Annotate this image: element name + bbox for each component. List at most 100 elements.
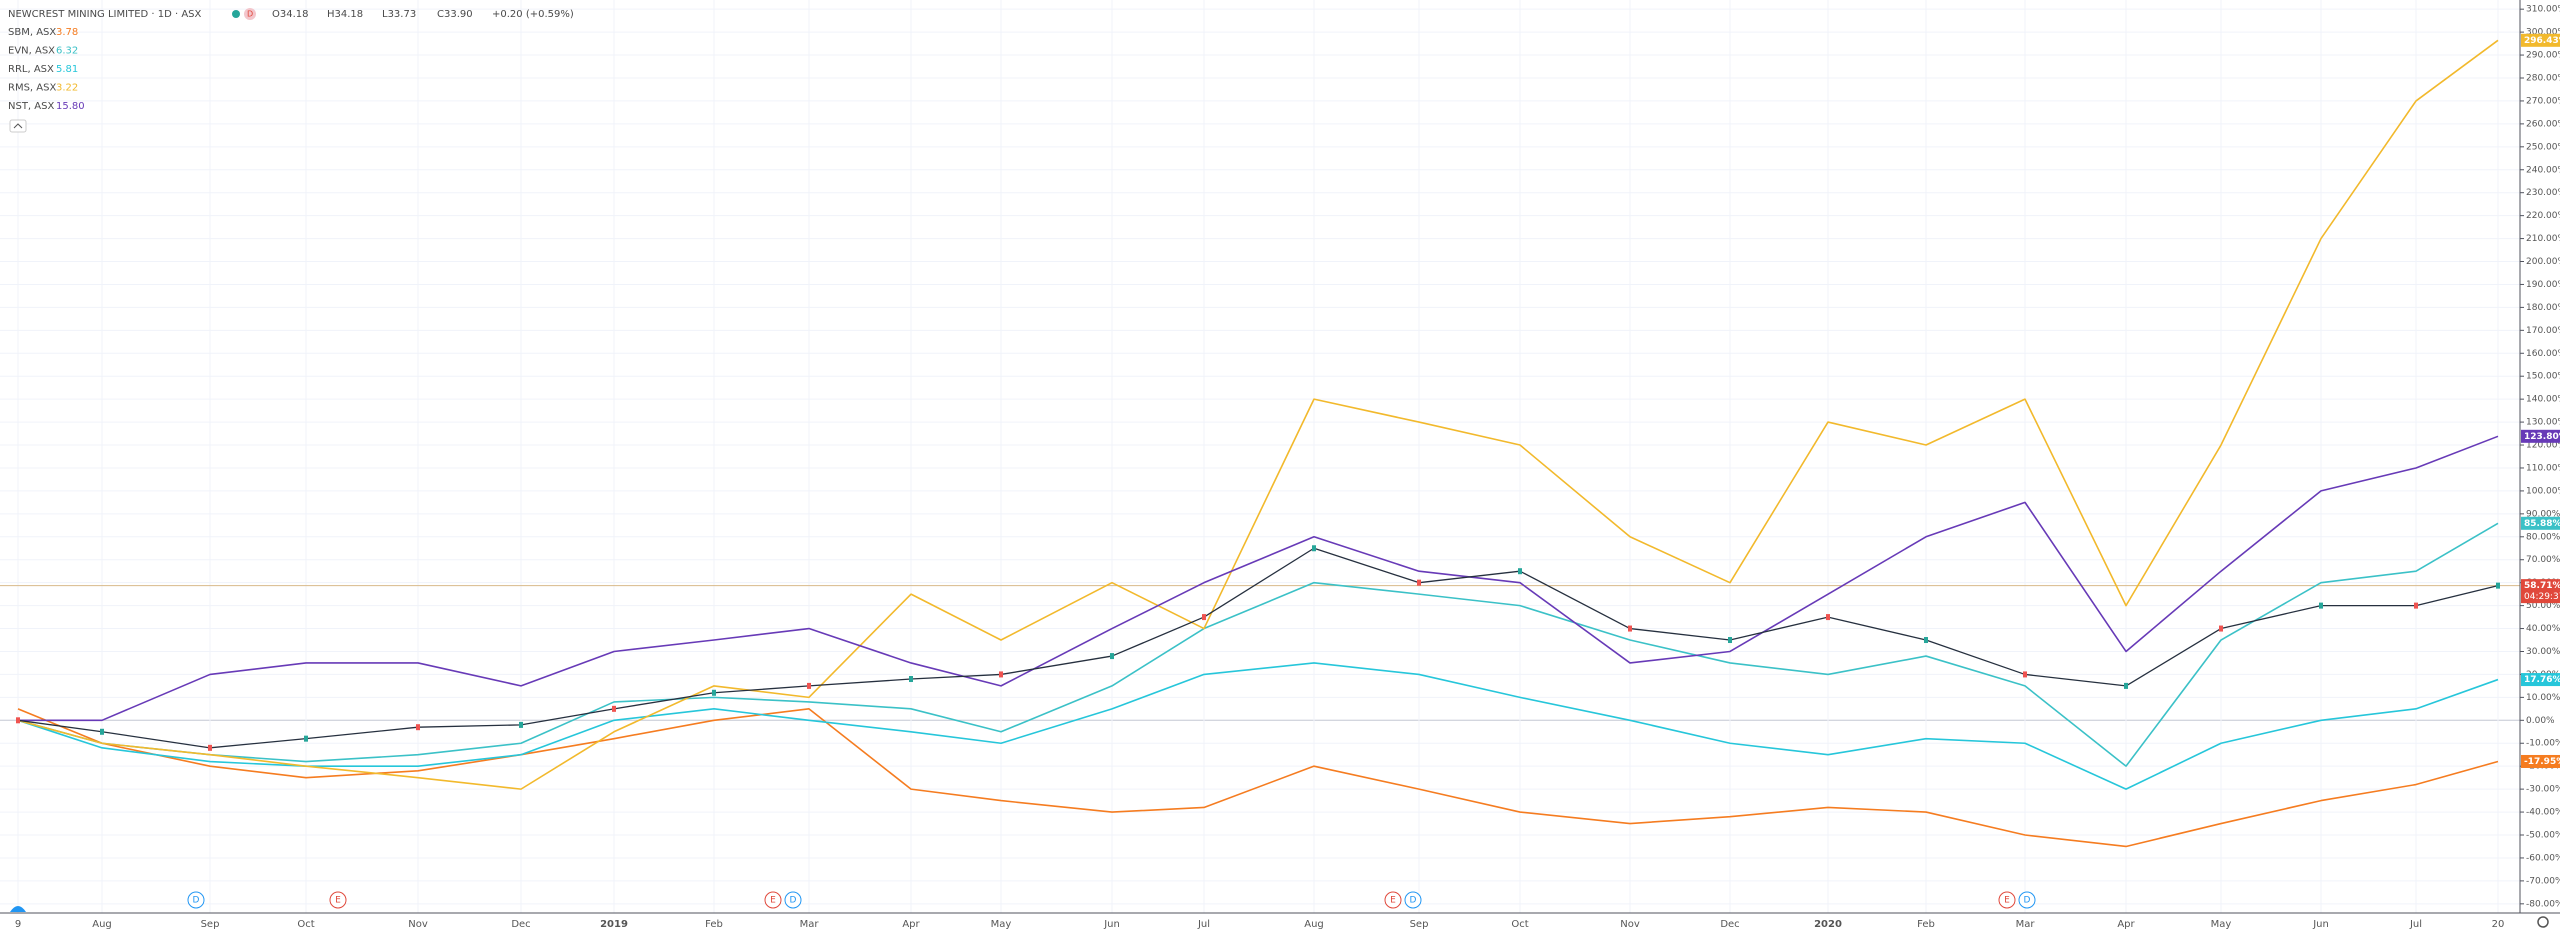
legend-price: 5.81 xyxy=(56,64,78,75)
event-label: E xyxy=(770,896,776,906)
candle xyxy=(2124,682,2128,689)
legend: NEWCREST MINING LIMITED · 1D · ASX D O34… xyxy=(8,8,574,112)
y-tick-label: 310.00% xyxy=(2526,5,2560,15)
candle xyxy=(2219,625,2223,632)
y-tick-label: -10.00% xyxy=(2526,739,2560,749)
event-marker[interactable] xyxy=(2018,891,2036,909)
candle xyxy=(1728,637,1732,644)
y-tick-label: 160.00% xyxy=(2526,349,2560,359)
candle xyxy=(1924,637,1928,644)
last-value-label: -17.95% xyxy=(2524,757,2560,767)
y-tick-label: 210.00% xyxy=(2526,234,2560,244)
y-tick-label: 140.00% xyxy=(2526,395,2560,405)
event-marker[interactable] xyxy=(329,891,347,909)
x-tick-label: Mar xyxy=(2016,919,2036,930)
event-marker[interactable] xyxy=(1404,891,1422,909)
last-value-label: 123.80% xyxy=(2524,432,2560,442)
event-label: E xyxy=(2004,896,2010,906)
y-tick-label: 90.00% xyxy=(2526,509,2560,519)
candle xyxy=(519,721,523,728)
x-tick-label: Feb xyxy=(1917,919,1935,930)
x-tick-label: Jul xyxy=(2409,919,2422,930)
indicator-dot[interactable] xyxy=(232,10,240,18)
candle xyxy=(1826,614,1830,621)
y-tick-label: 10.00% xyxy=(2526,693,2560,703)
y-tick-label: 200.00% xyxy=(2526,257,2560,267)
y-tick-label: 50.00% xyxy=(2526,601,2560,611)
y-tick-label: 70.00% xyxy=(2526,555,2560,565)
grid xyxy=(0,0,2520,913)
x-tick-label: Apr xyxy=(902,919,920,930)
event-marker[interactable] xyxy=(187,891,205,909)
y-tick-label: 100.00% xyxy=(2526,486,2560,496)
legend-name: NST, ASX xyxy=(8,101,54,112)
x-tick-label: 20 xyxy=(2492,919,2505,930)
candle xyxy=(1110,653,1114,660)
candle xyxy=(208,744,212,751)
last-value-label: 58.71% xyxy=(2524,581,2560,591)
series-line xyxy=(17,547,2499,749)
y-tick-label: 250.00% xyxy=(2526,142,2560,152)
candle xyxy=(2023,671,2027,678)
candle xyxy=(1417,579,1421,586)
y-tick-label: -50.00% xyxy=(2526,831,2560,841)
x-tick-label: 2019 xyxy=(600,919,628,930)
ohlc-value: C33.90 xyxy=(437,9,473,20)
y-tick-label: -30.00% xyxy=(2526,785,2560,795)
event-marker[interactable] xyxy=(1384,891,1402,909)
y-tick-label: 220.00% xyxy=(2526,211,2560,221)
event-label: D xyxy=(193,896,200,906)
x-tick-label: Jul xyxy=(1197,919,1210,930)
plot xyxy=(16,39,2500,848)
event-label: D xyxy=(2024,896,2031,906)
y-tick-label: 290.00% xyxy=(2526,51,2560,61)
event-marker[interactable] xyxy=(784,891,802,909)
legend-price: 3.22 xyxy=(56,83,78,94)
legend-name: RRL, ASX xyxy=(8,64,54,75)
candle xyxy=(2319,602,2323,609)
y-tick-label: 40.00% xyxy=(2526,624,2560,634)
x-tick-label: Sep xyxy=(201,919,220,930)
event-label: D xyxy=(1410,896,1417,906)
y-tick-label: 30.00% xyxy=(2526,647,2560,657)
x-tick-label: 9 xyxy=(15,919,21,930)
y-tick-label: 260.00% xyxy=(2526,119,2560,129)
y-tick-label: -70.00% xyxy=(2526,876,2560,886)
last-value-badge xyxy=(2521,516,2560,530)
legend-name: RMS, ASX xyxy=(8,83,56,94)
x-tick-label: Oct xyxy=(297,919,314,930)
dividend-badge[interactable] xyxy=(244,8,256,20)
candle xyxy=(100,728,104,735)
candle xyxy=(999,671,1003,678)
last-value-label: 85.88% xyxy=(2524,519,2560,529)
y-tick-label: 110.00% xyxy=(2526,463,2560,473)
collapse-icon xyxy=(13,123,23,129)
legend-price: 3.78 xyxy=(56,27,78,38)
last-value-badge xyxy=(2521,754,2560,768)
event-label: E xyxy=(335,896,341,906)
last-value-badge xyxy=(2521,33,2560,47)
candle xyxy=(612,705,616,712)
x-tick-label: Jun xyxy=(1103,919,1120,930)
collapse-button[interactable] xyxy=(9,119,27,133)
y-tick-label: 120.00% xyxy=(2526,441,2560,451)
candle xyxy=(1518,568,1522,575)
y-tick-label: 270.00% xyxy=(2526,96,2560,106)
candle xyxy=(2496,582,2500,589)
y-tick-label: 130.00% xyxy=(2526,418,2560,428)
settings-button[interactable] xyxy=(2537,916,2549,928)
y-tick-label: 0.00% xyxy=(2526,716,2555,726)
event-label: E xyxy=(1390,896,1396,906)
y-tick-label: 280.00% xyxy=(2526,73,2560,83)
event-marker[interactable] xyxy=(764,891,782,909)
event-marker[interactable] xyxy=(1998,891,2016,909)
x-tick-label: Nov xyxy=(1620,919,1640,930)
ohlc-value: +0.20 (+0.59%) xyxy=(492,9,574,20)
y-tick-label: 170.00% xyxy=(2526,326,2560,336)
legend-name: SBM, ASX xyxy=(8,27,56,38)
x-tick-label: Feb xyxy=(705,919,723,930)
x-tick-label: Mar xyxy=(800,919,820,930)
x-tick-label: Jun xyxy=(2312,919,2329,930)
y-tick-label: 150.00% xyxy=(2526,372,2560,382)
